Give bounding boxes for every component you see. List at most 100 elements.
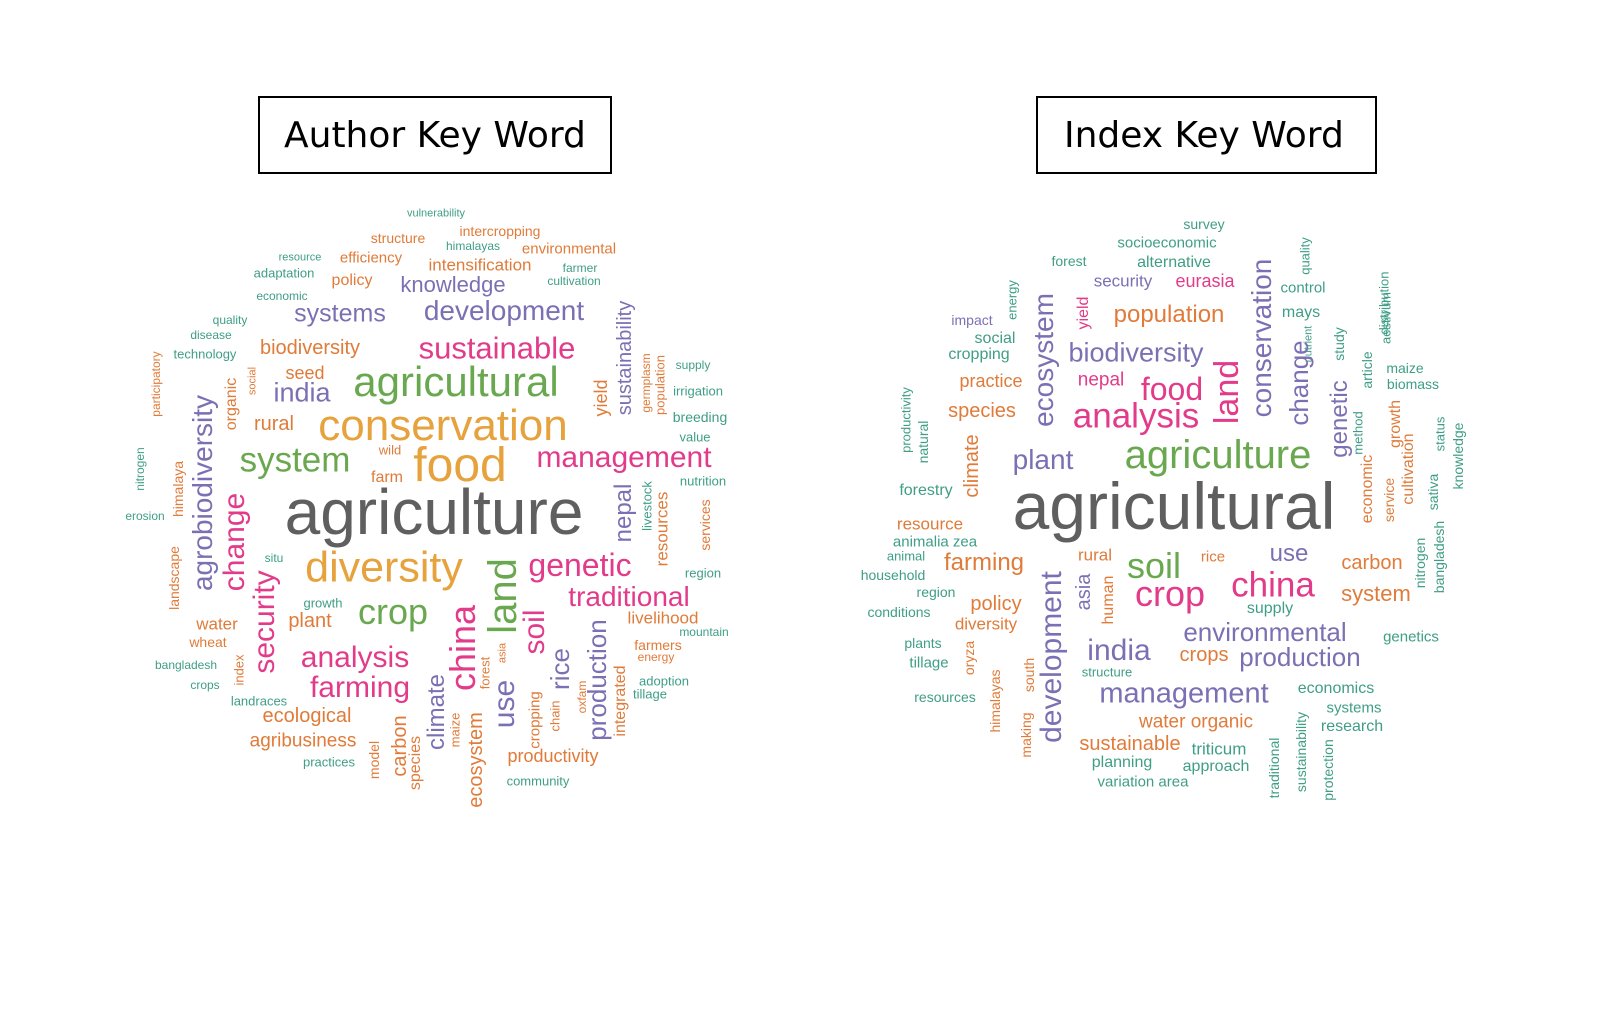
author-keyword: cultivation — [547, 274, 601, 288]
index-keyword: animal — [886, 548, 926, 564]
index-keyword: asia — [1073, 573, 1095, 611]
author-keyword: ecosystem — [465, 712, 487, 808]
index-keyword: oryza — [961, 640, 977, 676]
index-keyword: species — [948, 400, 1016, 422]
author-keyword-panel: Author Key Word vulnerability intercroppi… — [125, 96, 729, 808]
index-keyword: resource — [896, 514, 964, 534]
index-keyword: rice — [1200, 548, 1226, 566]
author-keyword: analysis — [300, 641, 410, 674]
index-keyword: sustainable — [1079, 733, 1181, 755]
index-keyword: eurasia — [1175, 271, 1235, 291]
author-keyword: resources — [652, 491, 672, 567]
index-keyword: soil — [1126, 545, 1182, 586]
author-keyword: environmental — [521, 240, 617, 258]
author-keyword: farmer — [562, 261, 598, 275]
author-keyword: sustainable — [418, 330, 576, 366]
index-keyword-cloud: survey socioeconomic forest alternative qual… — [799, 0, 1598, 1018]
author-keyword: energy — [637, 650, 675, 664]
index-keyword: impact — [951, 312, 993, 328]
author-keyword: management — [536, 441, 712, 474]
author-keyword: adoption — [639, 673, 689, 689]
author-keyword: population — [652, 355, 668, 415]
index-keyword: economics — [1297, 680, 1375, 697]
index-keyword: approach — [1182, 758, 1250, 775]
author-keyword-title: Author Key Word — [258, 96, 612, 174]
author-keyword: mountain — [679, 625, 729, 639]
index-keyword: food — [1140, 371, 1204, 407]
author-keyword: structure — [370, 230, 426, 246]
index-keyword: cultivation — [1400, 433, 1417, 505]
index-keyword: variation area — [1097, 773, 1189, 791]
index-keyword: agriculture — [1124, 433, 1312, 477]
index-keyword: traditional — [1266, 737, 1282, 799]
author-keyword: cropping — [526, 691, 544, 749]
author-keyword: productivity — [507, 746, 599, 766]
index-keyword: research — [1320, 718, 1384, 735]
index-keyword: production — [1239, 642, 1361, 672]
index-keyword: mays — [1281, 304, 1321, 321]
index-keyword: conditions — [867, 604, 931, 620]
author-keyword: erosion — [125, 509, 165, 523]
author-keyword: use — [488, 679, 521, 729]
index-keyword: nepal — [1077, 369, 1125, 391]
author-keyword: supply — [675, 358, 711, 372]
author-keyword: crop — [357, 591, 429, 632]
author-keyword: services — [697, 499, 713, 551]
author-keyword: region — [684, 565, 722, 581]
index-keyword: distribution — [1376, 271, 1392, 335]
author-keyword: rural — [253, 413, 295, 435]
index-keyword: forestry — [899, 482, 953, 499]
author-keyword: organic — [223, 377, 240, 431]
index-keyword: method — [1350, 411, 1366, 455]
author-keyword: agribusiness — [249, 730, 357, 752]
index-keyword: water organic — [1138, 711, 1254, 733]
author-keyword: growth — [303, 595, 343, 611]
author-keyword: value — [679, 429, 711, 445]
index-keyword: yield — [1075, 296, 1092, 330]
index-keyword: planning — [1091, 754, 1153, 771]
author-keyword: development — [423, 295, 585, 326]
index-keyword: change — [1284, 340, 1314, 426]
index-keyword: structure — [1081, 664, 1133, 680]
author-keyword: sustainability — [614, 300, 636, 416]
index-keyword: china — [1231, 565, 1315, 605]
index-keyword: forest — [1051, 253, 1087, 269]
index-keyword: household — [860, 567, 926, 583]
index-keyword: ecosystem — [1028, 293, 1059, 427]
author-keyword: maize — [447, 712, 463, 748]
index-keyword: alternative — [1137, 254, 1211, 271]
author-keyword: intensification — [428, 255, 532, 275]
index-keyword: use — [1269, 540, 1309, 567]
index-keyword: energy — [1004, 280, 1020, 320]
index-keyword: service — [1381, 477, 1397, 523]
index-keyword: farming — [943, 549, 1025, 576]
index-keyword: socioeconomic — [1117, 234, 1217, 252]
author-keyword: policy — [331, 272, 373, 289]
index-keyword: sustainability — [1293, 711, 1309, 793]
author-keyword: intercropping — [459, 223, 541, 239]
index-keyword: region — [916, 584, 956, 600]
index-keyword: carbon — [1341, 552, 1403, 574]
index-keyword: systems — [1326, 699, 1382, 717]
author-keyword: nepal — [610, 483, 637, 543]
author-keyword: climate — [423, 673, 450, 751]
author-keyword: livelihood — [627, 608, 699, 628]
author-keyword: yield — [591, 379, 611, 417]
index-keyword: productivity — [898, 387, 914, 453]
index-keyword: analysis — [1072, 396, 1200, 436]
index-keyword: development — [1035, 571, 1068, 743]
author-keyword: technology — [173, 346, 237, 362]
author-keyword: asia — [496, 642, 509, 664]
index-keyword: nitrogen — [1412, 537, 1428, 589]
author-keyword: agriculture — [284, 476, 584, 548]
author-keyword: disease — [190, 328, 232, 342]
author-keyword: oxfam — [575, 680, 589, 714]
index-keyword: biomass — [1386, 376, 1440, 392]
author-keyword: wild — [378, 442, 402, 458]
author-keyword: land — [481, 558, 525, 634]
author-keyword: ecological — [262, 705, 352, 727]
author-keyword: participatory — [149, 351, 163, 417]
author-keyword: seed — [285, 363, 325, 383]
author-keyword: genetic — [528, 547, 632, 583]
author-keyword: traditional — [568, 581, 690, 612]
